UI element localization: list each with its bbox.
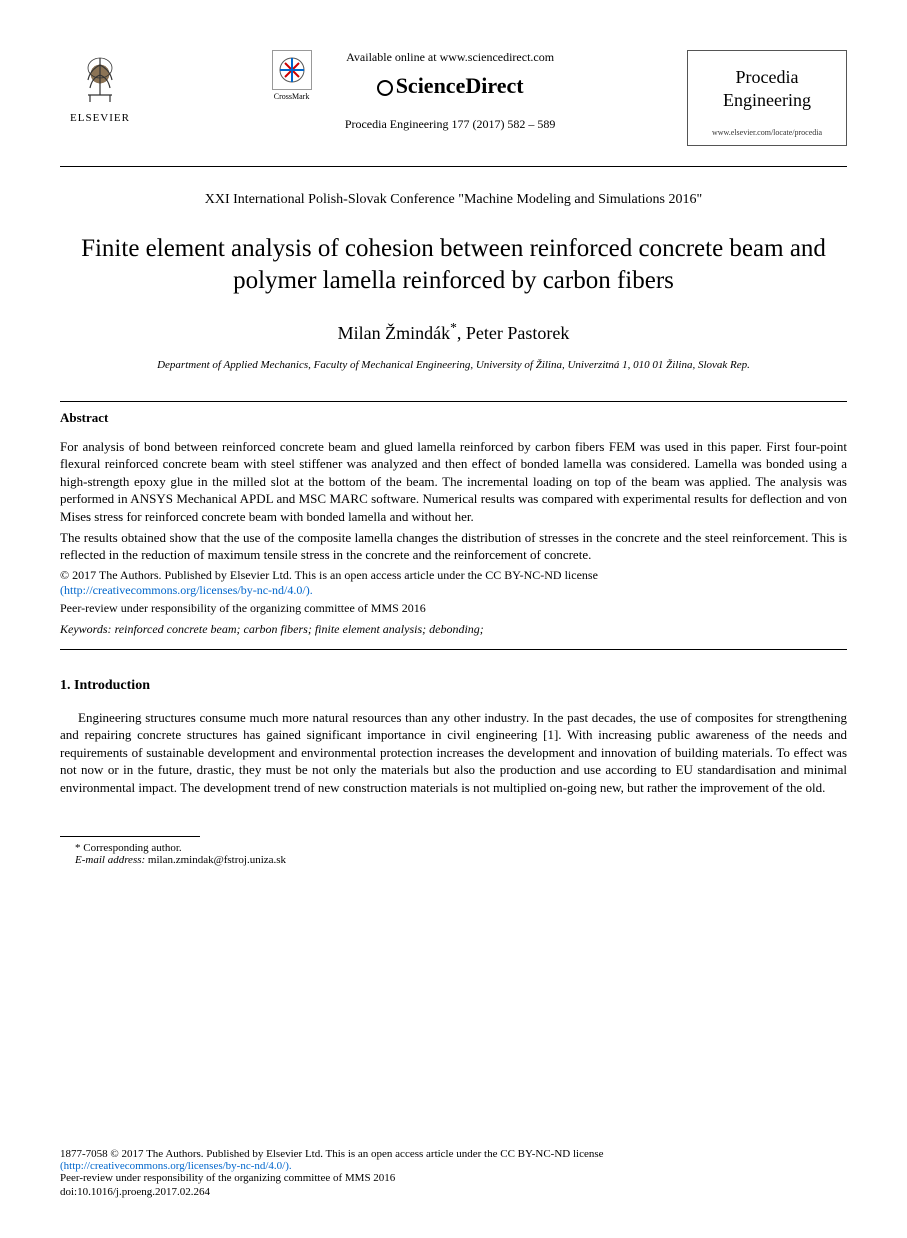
elsevier-tree-icon [70,50,130,110]
authors: Milan Žmindák*, Peter Pastorek [60,320,847,344]
sciencedirect-text: ScienceDirect [396,73,524,98]
introduction-heading: 1. Introduction [60,678,847,694]
journal-box: Procedia Engineering www.elsevier.com/lo… [687,50,847,146]
abstract-heading: Abstract [60,410,847,426]
copyright-text: © 2017 The Authors. Published by Elsevie… [60,568,847,583]
abstract-paragraph-1: For analysis of bond between reinforced … [60,438,847,526]
keywords-label: Keywords: [60,622,112,636]
sciencedirect-logo: ScienceDirect [345,73,556,99]
paper-title: Finite element analysis of cohesion betw… [60,233,847,298]
crossmark-block[interactable]: CrossMark [272,50,312,101]
abstract-top-divider [60,401,847,402]
footer: 1877-7058 © 2017 The Authors. Published … [60,1148,847,1198]
abstract-bottom-divider [60,649,847,650]
elsevier-logo: ELSEVIER [60,50,140,124]
procedia-line2: Engineering [696,89,838,112]
keywords-line: Keywords: reinforced concrete beam; carb… [60,622,847,637]
journal-reference: Procedia Engineering 177 (2017) 582 – 58… [345,117,556,132]
keywords-text: reinforced concrete beam; carbon fibers;… [112,622,484,636]
footer-license-link[interactable]: (http://creativecommons.org/licenses/by-… [60,1160,847,1172]
corresponding-author: * Corresponding author. [75,842,847,854]
footer-issn: 1877-7058 © 2017 The Authors. Published … [60,1148,847,1160]
available-online-text: Available online at www.sciencedirect.co… [345,50,556,65]
header-divider [60,166,847,167]
procedia-title: Procedia Engineering [696,66,838,113]
abstract-paragraph-2: The results obtained show that the use o… [60,529,847,564]
affiliation: Department of Applied Mechanics, Faculty… [60,359,847,371]
procedia-line1: Procedia [696,66,838,89]
footnote-divider [60,836,200,837]
license-link[interactable]: (http://creativecommons.org/licenses/by-… [60,583,847,598]
footer-doi: doi:10.1016/j.proeng.2017.02.264 [60,1186,847,1198]
peer-review-text: Peer-review under responsibility of the … [60,601,847,616]
email-label: E-mail address: [75,854,145,866]
crossmark-icon [272,50,312,90]
center-text-block: Available online at www.sciencedirect.co… [345,50,556,132]
email-address[interactable]: milan.zmindak@fstroj.uniza.sk [145,854,286,866]
elsevier-text: ELSEVIER [60,112,140,124]
sciencedirect-icon [377,80,393,96]
conference-name: XXI International Polish-Slovak Conferen… [60,192,847,208]
procedia-link[interactable]: www.elsevier.com/locate/procedia [696,128,838,137]
center-header: CrossMark Available online at www.scienc… [140,50,687,132]
email-line: E-mail address: milan.zmindak@fstroj.uni… [75,854,847,866]
introduction-text: Engineering structures consume much more… [60,709,847,797]
header-row: ELSEVIER CrossMark Available online at w… [60,50,847,146]
footer-peer-review: Peer-review under responsibility of the … [60,1172,847,1184]
crossmark-label: CrossMark [272,92,312,101]
